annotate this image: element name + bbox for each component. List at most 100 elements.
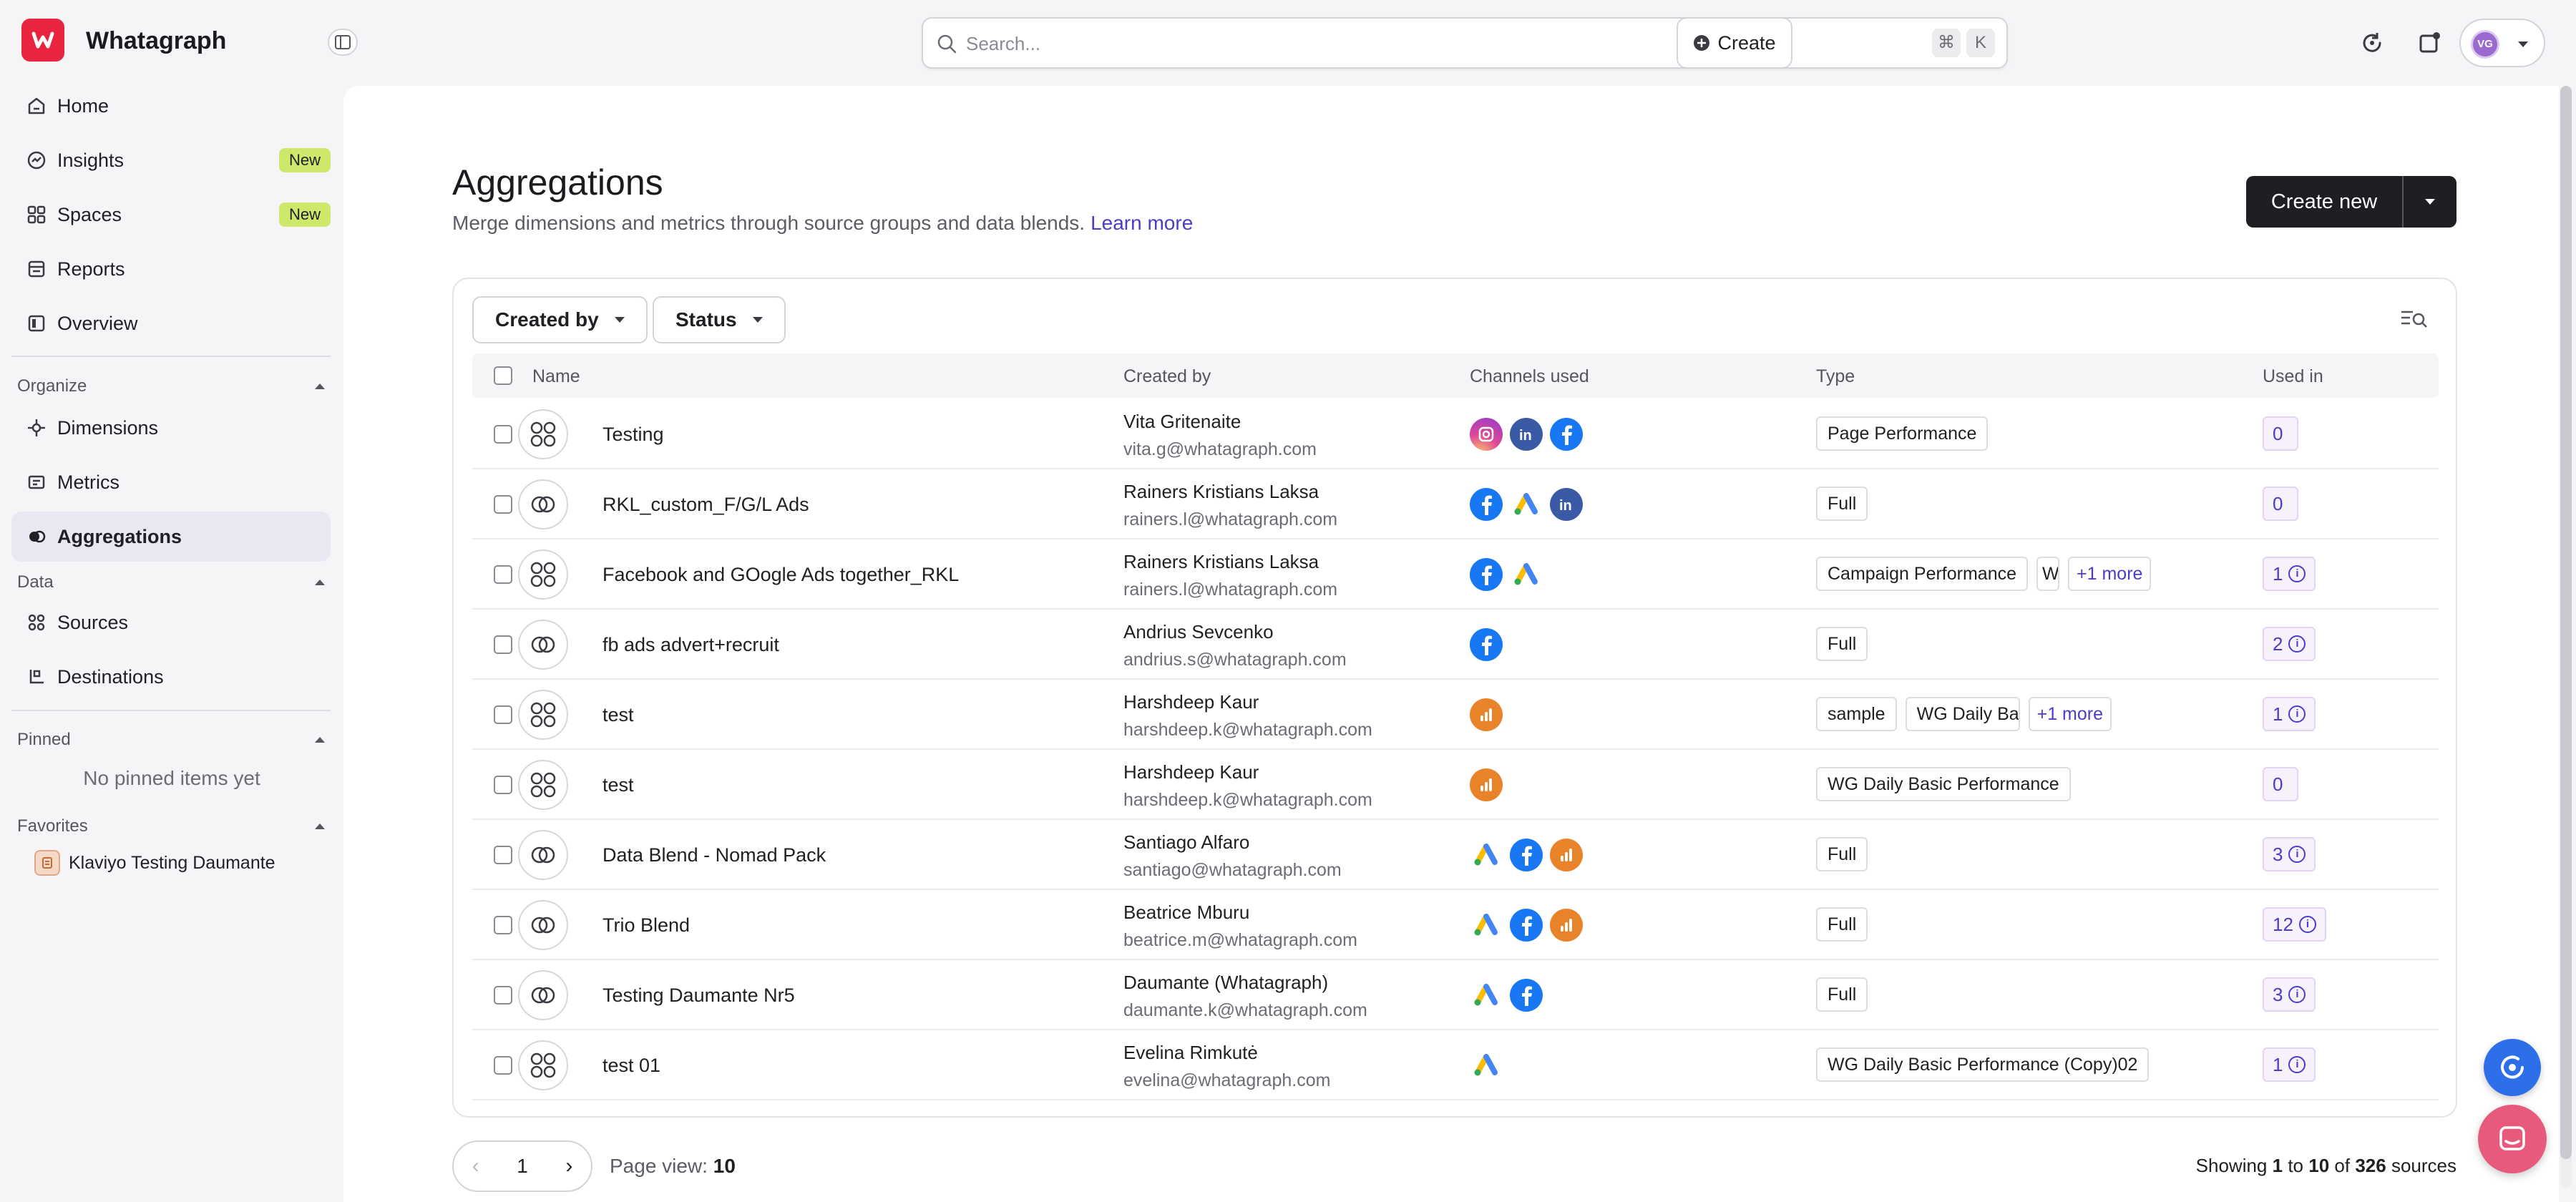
aggregation-name[interactable]: test	[602, 774, 634, 796]
scrollbar[interactable]	[2560, 86, 2572, 1188]
nav-item-aggregations[interactable]: Aggregations	[11, 512, 331, 562]
section-favorites[interactable]: Favorites	[17, 812, 331, 841]
aggregation-name[interactable]: Data Blend - Nomad Pack	[602, 844, 826, 866]
row-checkbox[interactable]	[494, 425, 512, 444]
section-pinned[interactable]: Pinned	[17, 725, 331, 754]
learn-more-link[interactable]: Learn more	[1091, 212, 1194, 234]
info-icon[interactable]: i	[2288, 846, 2306, 863]
select-all-checkbox[interactable]	[494, 366, 512, 385]
plus-circle-icon	[1694, 35, 1710, 51]
create-new-button[interactable]: Create new	[2246, 176, 2404, 228]
nav-item-insights[interactable]: Insights New	[11, 135, 331, 185]
column-header-used-in[interactable]: Used in	[2263, 366, 2323, 386]
nav-item-reports[interactable]: Reports	[11, 244, 331, 294]
aggregation-name[interactable]: RKL_custom_F/G/L Ads	[602, 494, 809, 515]
scrollbar-thumb[interactable]	[2560, 86, 2572, 1159]
table-row[interactable]: test 01 Evelina Rimkutė evelina@whatagraph…	[472, 1030, 2439, 1100]
info-icon[interactable]: i	[2298, 916, 2316, 933]
next-page-button[interactable]: ›	[565, 1154, 573, 1178]
row-checkbox[interactable]	[494, 635, 512, 654]
metrics-icon	[24, 470, 49, 494]
aggregation-name[interactable]: Testing Daumante Nr5	[602, 984, 795, 1006]
info-icon[interactable]: i	[2288, 986, 2306, 1003]
current-page[interactable]: 1	[517, 1155, 528, 1177]
data-blend-icon	[518, 970, 568, 1020]
search-input[interactable]: Search... ⌘ K	[922, 17, 2008, 69]
column-header-name[interactable]: Name	[532, 366, 580, 386]
nav-label: Spaces	[57, 203, 122, 225]
whatagraph-logo[interactable]	[21, 19, 64, 62]
table-row[interactable]: Trio Blend Beatrice Mburu beatrice.m@whata…	[472, 890, 2439, 960]
nav-item-metrics[interactable]: Metrics	[11, 457, 331, 507]
info-icon[interactable]: i	[2288, 635, 2306, 653]
column-header-channels[interactable]: Channels used	[1470, 366, 1589, 386]
row-checkbox[interactable]	[494, 705, 512, 724]
column-header-created-by[interactable]: Created by	[1123, 366, 1211, 386]
info-icon[interactable]: i	[2288, 1056, 2306, 1073]
info-icon[interactable]: i	[2288, 565, 2306, 582]
nav-item-overview[interactable]: Overview	[11, 298, 331, 348]
created-by-filter[interactable]: Created by	[472, 296, 648, 343]
more-types-link[interactable]: +1 more	[2028, 697, 2112, 731]
used-in-badge[interactable]: 0	[2263, 416, 2298, 451]
row-checkbox[interactable]	[494, 495, 512, 514]
row-checkbox[interactable]	[494, 776, 512, 794]
nav-item-sources[interactable]: Sources	[11, 597, 331, 648]
row-checkbox[interactable]	[494, 916, 512, 934]
more-types-link[interactable]: +1 more	[2068, 557, 2152, 591]
type-tags: WG Daily Basic Performance (Copy)02	[1816, 1047, 2150, 1082]
table-row[interactable]: test Harshdeep Kaur harshdeep.k@whatagraph…	[472, 750, 2439, 820]
create-new-dropdown-button[interactable]	[2404, 176, 2457, 228]
section-organize[interactable]: Organize	[17, 372, 331, 401]
favorite-item[interactable]: Klaviyo Testing Daumante	[34, 850, 275, 876]
aggregation-name[interactable]: fb ads advert+recruit	[602, 634, 779, 655]
previous-page-button[interactable]: ‹	[472, 1154, 479, 1178]
type-tag: Full	[1816, 977, 1868, 1012]
used-in-badge[interactable]: 0	[2263, 767, 2298, 801]
shortcut-key: K	[1966, 29, 1995, 57]
whats-new-icon[interactable]	[2414, 27, 2445, 59]
section-title: Organize	[17, 376, 87, 396]
nav-item-spaces[interactable]: Spaces New	[11, 190, 331, 240]
aggregation-name[interactable]: test	[602, 704, 634, 725]
row-checkbox[interactable]	[494, 1056, 512, 1075]
status-filter[interactable]: Status	[653, 296, 786, 343]
create-button[interactable]: Create	[1677, 17, 1792, 69]
aggregation-name[interactable]: test 01	[602, 1055, 661, 1076]
row-checkbox[interactable]	[494, 846, 512, 864]
sidebar-collapse-button[interactable]	[328, 29, 358, 56]
table-row[interactable]: Testing Vita Gritenaite vita.g@whatagraph.…	[472, 399, 2439, 469]
column-search-icon[interactable]	[2400, 308, 2429, 336]
table-row[interactable]: RKL_custom_F/G/L Ads Rainers Kristians La…	[472, 469, 2439, 539]
sync-icon[interactable]	[2356, 27, 2388, 59]
channels-list	[1470, 558, 1543, 591]
column-header-type[interactable]: Type	[1816, 366, 1855, 386]
user-menu-button[interactable]: VG	[2459, 19, 2545, 67]
table-row[interactable]: test Harshdeep Kaur harshdeep.k@whatagraph…	[472, 680, 2439, 750]
nav-item-destinations[interactable]: Destinations	[11, 652, 331, 702]
aggregation-name[interactable]: Trio Blend	[602, 914, 691, 936]
chat-button[interactable]	[2478, 1105, 2547, 1173]
aggregation-name[interactable]: Facebook and GOogle Ads together_RKL	[602, 564, 960, 585]
help-widget-button[interactable]	[2484, 1039, 2541, 1096]
page-view[interactable]: Page view: 10	[610, 1155, 736, 1178]
table-row[interactable]: Facebook and GOogle Ads together_RKL Rain…	[472, 539, 2439, 610]
nav-item-home[interactable]: Home	[11, 81, 331, 131]
used-in-badge[interactable]: 12 i	[2263, 907, 2326, 942]
table-row[interactable]: fb ads advert+recruit Andrius Sevcenko and…	[472, 610, 2439, 680]
table-row[interactable]: Testing Daumante Nr5 Daumante (Whatagraph…	[472, 960, 2439, 1030]
row-checkbox[interactable]	[494, 986, 512, 1005]
section-data[interactable]: Data	[17, 568, 331, 597]
aggregation-name[interactable]: Testing	[602, 424, 664, 445]
table-row[interactable]: Data Blend - Nomad Pack Santiago Alfaro sa…	[472, 820, 2439, 890]
row-checkbox[interactable]	[494, 565, 512, 584]
info-icon[interactable]: i	[2288, 705, 2306, 723]
nav-item-dimensions[interactable]: Dimensions	[11, 403, 331, 453]
used-in-badge[interactable]: 0	[2263, 487, 2298, 521]
